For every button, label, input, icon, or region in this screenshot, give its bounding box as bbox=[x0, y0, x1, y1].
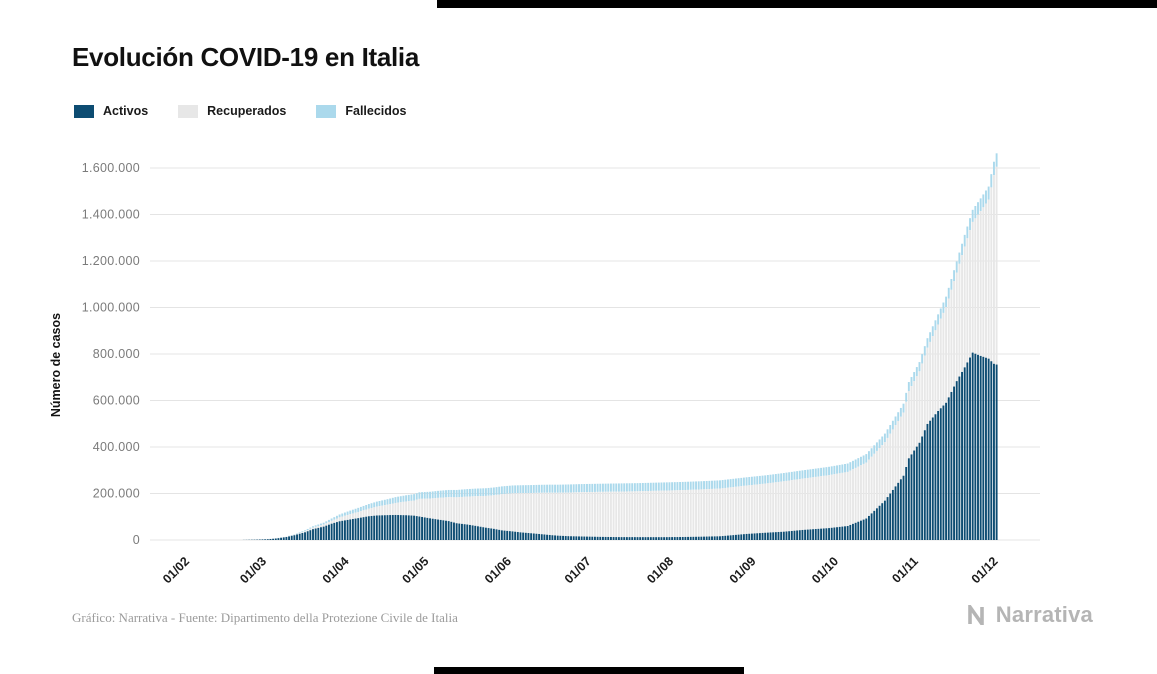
chart-legend: Activos Recuperados Fallecidos bbox=[74, 104, 407, 118]
legend-item-recuperados: Recuperados bbox=[178, 104, 286, 118]
chart-title: Evolución COVID-19 en Italia bbox=[72, 42, 420, 72]
svg-text:01/02: 01/02 bbox=[160, 554, 192, 586]
svg-text:800.000: 800.000 bbox=[93, 347, 140, 361]
svg-text:01/03: 01/03 bbox=[237, 554, 269, 586]
svg-text:400.000: 400.000 bbox=[93, 440, 140, 454]
legend-item-activos: Activos bbox=[74, 104, 148, 118]
legend-swatch-recuperados-icon bbox=[178, 104, 199, 118]
source-note: Gráfico: Narrativa - Fuente: Dipartiment… bbox=[72, 610, 458, 625]
svg-text:1.400.000: 1.400.000 bbox=[82, 208, 140, 222]
svg-text:01/09: 01/09 bbox=[727, 554, 759, 586]
svg-text:01/12: 01/12 bbox=[969, 554, 1001, 586]
svg-text:01/07: 01/07 bbox=[562, 554, 594, 586]
svg-text:01/05: 01/05 bbox=[400, 554, 432, 586]
screen-artifact-bottom-bar bbox=[434, 667, 744, 674]
legend-label-recuperados: Recuperados bbox=[207, 104, 287, 118]
svg-text:200.000: 200.000 bbox=[93, 487, 140, 501]
narrativa-n-icon bbox=[967, 605, 984, 625]
narrativa-logo: Narrativa bbox=[967, 602, 1093, 628]
svg-text:01/11: 01/11 bbox=[889, 554, 921, 586]
legend-swatch-fallecidos-icon bbox=[316, 104, 337, 118]
legend-label-fallecidos: Fallecidos bbox=[345, 104, 407, 118]
svg-text:0: 0 bbox=[133, 533, 140, 547]
svg-text:Número de casos: Número de casos bbox=[49, 313, 63, 417]
legend-label-activos: Activos bbox=[103, 104, 149, 118]
svg-text:01/04: 01/04 bbox=[320, 554, 352, 586]
svg-text:1.000.000: 1.000.000 bbox=[82, 301, 140, 315]
svg-text:01/08: 01/08 bbox=[644, 554, 676, 586]
svg-text:1.200.000: 1.200.000 bbox=[82, 254, 140, 268]
legend-item-fallecidos: Fallecidos bbox=[316, 104, 407, 118]
svg-text:1.600.000: 1.600.000 bbox=[82, 161, 140, 175]
legend-swatch-activos-icon bbox=[74, 104, 94, 118]
svg-text:01/10: 01/10 bbox=[809, 554, 841, 586]
svg-text:01/06: 01/06 bbox=[482, 554, 514, 586]
screen-artifact-top-bar bbox=[437, 0, 1157, 8]
narrativa-wordmark: Narrativa bbox=[995, 602, 1093, 627]
covid-stacked-area-chart: 0 200.000 400.000 600.000 800.000 1.000.000 1.… bbox=[49, 153, 1040, 586]
svg-text:600.000: 600.000 bbox=[93, 394, 140, 408]
